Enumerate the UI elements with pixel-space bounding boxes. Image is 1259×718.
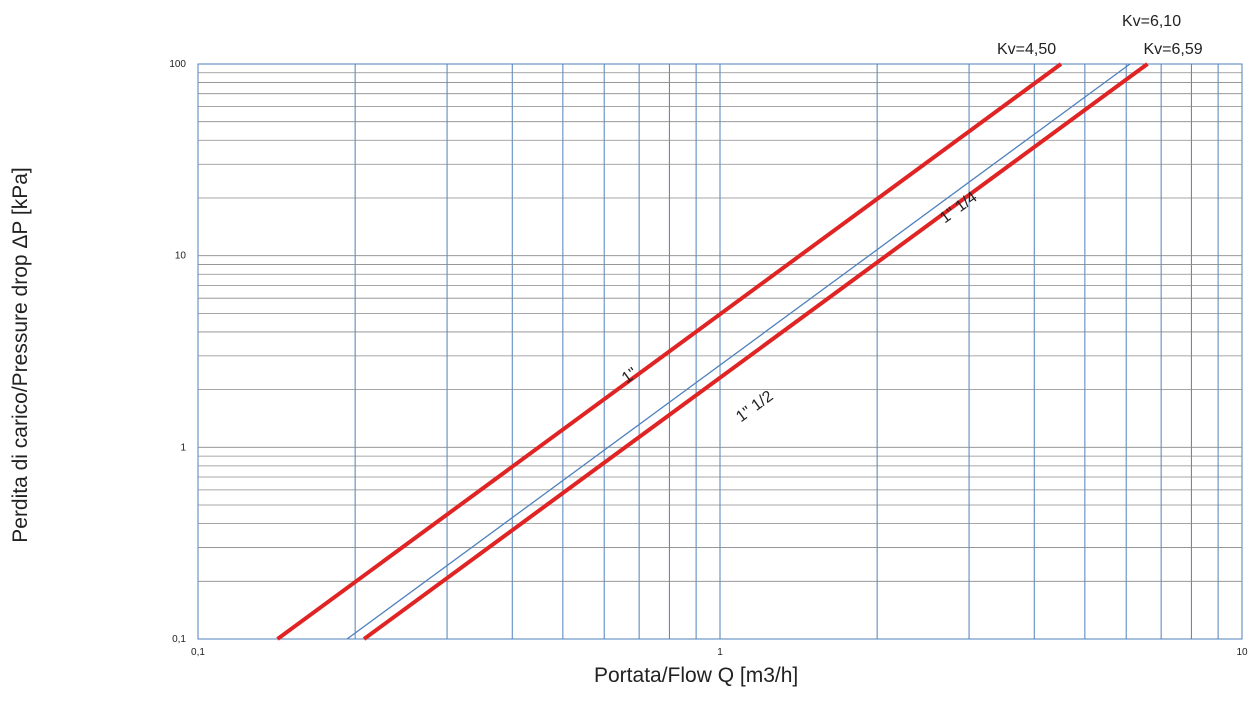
- kv-label: Kv=6,59: [1143, 41, 1202, 58]
- axis-ticks: 0,1 1 10 0,1 1 10 100: [169, 59, 1248, 658]
- series-line: [346, 63, 1131, 640]
- y-axis-title: Perdita di carico/Pressure drop ΔP [kPa]: [9, 167, 32, 543]
- series-lines: [276, 62, 1149, 641]
- y-axis-title-wrap: Perdita di carico/Pressure drop ΔP [kPa]: [6, 72, 36, 638]
- series-line: [276, 62, 1063, 641]
- x-tick-label: 10: [1236, 647, 1248, 658]
- grid: [198, 64, 1242, 639]
- series-line: [362, 62, 1149, 641]
- kv-label: Kv=4,50: [997, 41, 1056, 58]
- x-tick-label: 1: [717, 647, 723, 658]
- x-tick-label: 0,1: [191, 647, 205, 658]
- kv-label: Kv=6,10: [1122, 13, 1181, 30]
- y-tick-label: 1: [180, 442, 186, 453]
- y-tick-label: 10: [175, 251, 187, 262]
- x-axis-title: Portata/Flow Q [m3/h]: [594, 664, 799, 687]
- y-tick-label: 0,1: [172, 634, 186, 645]
- y-tick-label: 100: [169, 59, 186, 70]
